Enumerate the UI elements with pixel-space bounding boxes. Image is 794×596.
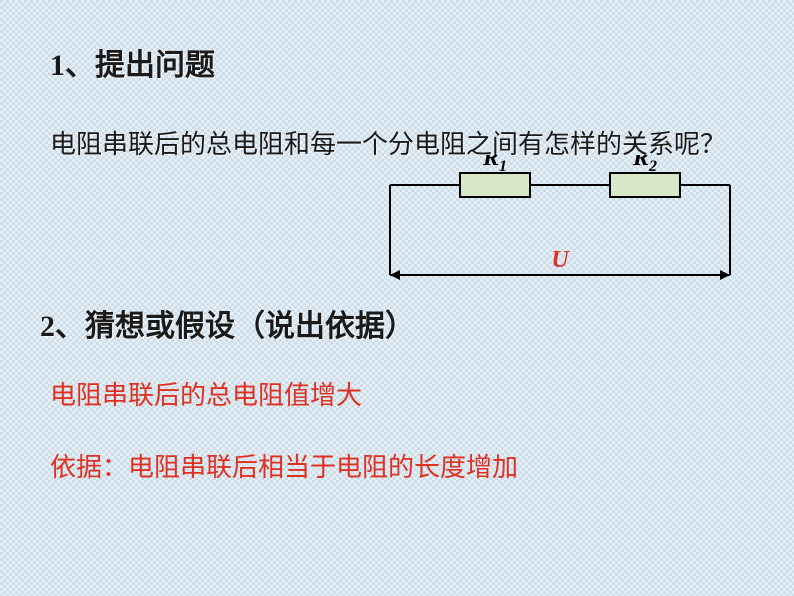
circuit-diagram: R1R2U [370,155,750,315]
conclusion-line2: 依据：电阻串联后相当于电阻的长度增加 [50,447,754,484]
svg-text:U: U [551,247,570,273]
conclusion-line1: 电阻串联后的总电阻值增大 [50,375,754,412]
section1-title: 1、提出问题 [50,40,754,84]
